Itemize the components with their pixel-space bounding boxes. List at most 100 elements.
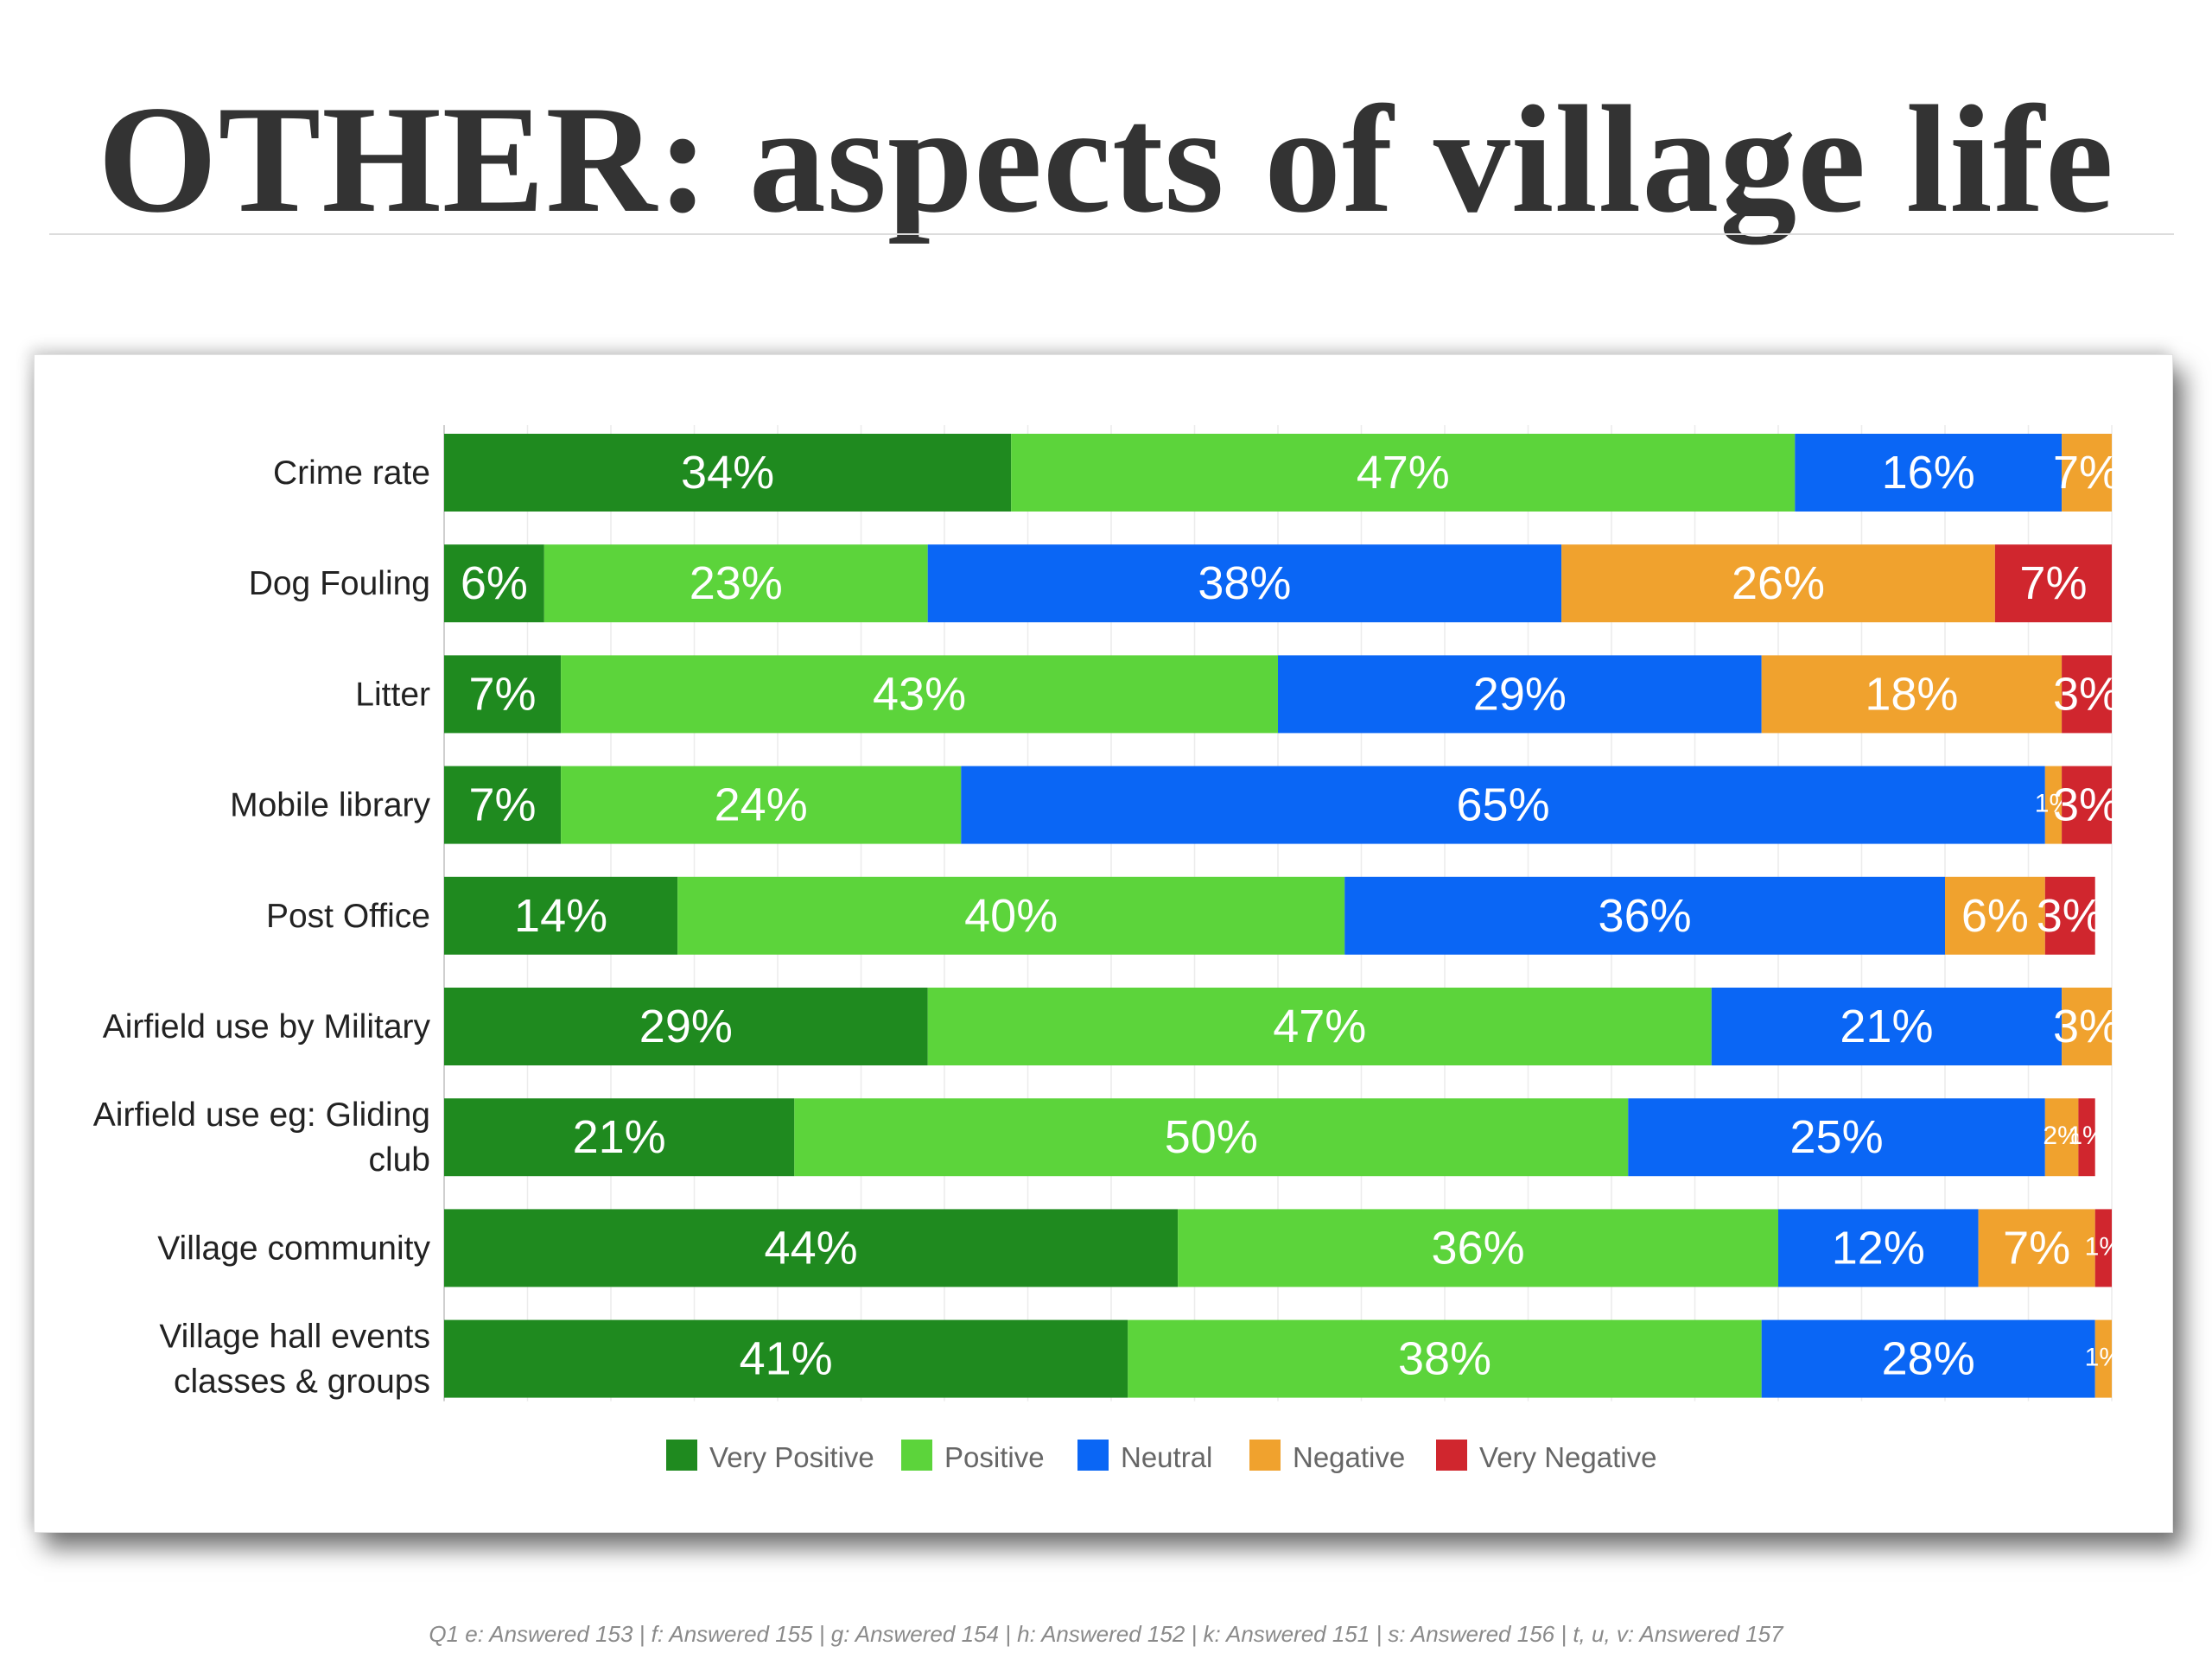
data-label: 1% [2085,1232,2122,1261]
bar-negative [1761,655,2063,734]
data-label: 18% [1865,668,1958,720]
bar-neutral [1344,876,1945,955]
legend-swatch [666,1440,697,1471]
data-label: 50% [1165,1111,1258,1163]
data-label: 16% [1882,447,1975,499]
legend-label: Very Negative [1479,1441,1656,1473]
bar-very-negative [1994,544,2112,623]
bar-positive [561,655,1278,734]
bar-positive [794,1098,1629,1177]
bar-very-negative [2062,655,2112,734]
category-label: Airfield use by Military [103,1008,431,1046]
bar-positive [1178,1209,1778,1287]
data-label: 47% [1273,1001,1366,1052]
data-label: 3% [2053,779,2120,831]
data-label: 44% [765,1222,858,1274]
slide-title: OTHER: aspects of village life [98,73,2114,245]
data-label: 2% [2043,1122,2080,1150]
data-label: 38% [1198,557,1291,609]
bar-very-negative [2094,1209,2112,1287]
data-label: 7% [2003,1222,2070,1274]
legend-swatch [1077,1440,1109,1471]
bar-positive [1011,434,1796,512]
category-label: Village hall events classes & groups [159,1319,430,1401]
bar-positive [561,766,962,844]
legend-swatch [1249,1440,1281,1471]
bar-neutral [1711,988,2063,1065]
data-label: 3% [2037,890,2104,942]
legend-label: Neutral [1121,1441,1212,1473]
legend-label: Very Positive [709,1441,874,1473]
bar-very-positive [444,1319,1128,1398]
legend-item-very-negative: Very Negative [1436,1440,1656,1473]
data-label: 40% [964,890,1058,942]
bar-neutral [1795,434,2063,512]
data-label: 7% [2053,447,2120,499]
legend-item-negative: Negative [1249,1440,1405,1473]
data-label: 43% [873,668,966,720]
bar-negative [2044,1098,2079,1177]
data-label: 47% [1357,447,1450,499]
data-label: 6% [461,557,528,609]
legend-label: Negative [1293,1441,1405,1473]
data-label: 26% [1732,557,1825,609]
data-label: 12% [1832,1222,1925,1274]
chart-card: Crime rate Dog Fouling Litter Mobile librar… [34,354,2173,1533]
data-label: 7% [469,668,537,720]
bar-very-positive [444,876,678,955]
bar-very-negative [2062,766,2112,844]
data-label: 41% [740,1333,833,1385]
category-label: Crime rate [273,454,430,492]
legend-swatch [1436,1440,1467,1471]
bar-negative [1945,876,2045,955]
bar-neutral [1278,655,1762,734]
bar-very-positive [444,766,562,844]
data-label: 36% [1599,890,1692,942]
bar-very-negative [2044,876,2095,955]
bar-very-positive [444,988,928,1065]
data-label: 25% [1790,1111,1884,1163]
data-label: 7% [469,779,537,831]
bar-positive [543,544,928,623]
category-label: Airfield use eg: Gliding club [93,1096,430,1179]
bar-very-positive [444,1098,795,1177]
bar-neutral [961,766,2045,844]
data-label: 1% [2085,1344,2122,1372]
data-label: 36% [1432,1222,1525,1274]
data-label: 34% [681,447,774,499]
data-label: 23% [690,557,783,609]
bar-positive [677,876,1345,955]
legend-label: Positive [944,1441,1045,1473]
category-label: Post Office [266,898,430,935]
bar-negative [1561,544,1995,623]
bar-negative [2044,766,2063,844]
category-label: Litter [355,676,430,713]
data-label: 6% [1961,890,2029,942]
title-divider [49,233,2174,235]
legend-item-neutral: Neutral [1077,1440,1212,1473]
data-label: 14% [514,890,607,942]
category-label: Mobile library [230,787,430,824]
bar-negative [1978,1209,2095,1287]
data-label: 29% [1473,668,1567,720]
data-label: 21% [573,1111,666,1163]
legend-swatch [901,1440,932,1471]
bar-negative [2094,1319,2112,1398]
bar-very-negative [2078,1098,2095,1177]
category-label: Dog Fouling [249,565,430,602]
bar-negative [2062,988,2112,1065]
data-label: 3% [2053,1001,2120,1052]
bar-neutral [927,544,1562,623]
data-label: 1% [2068,1122,2105,1150]
bar-neutral [1628,1098,2045,1177]
bar-positive [927,988,1712,1065]
data-label: 28% [1882,1333,1975,1385]
bar-neutral [1761,1319,2095,1398]
data-label: 29% [639,1001,733,1052]
bar-negative [2062,434,2112,512]
data-label: 24% [715,779,808,831]
bar-very-positive [444,544,544,623]
stacked-bar-chart: Crime rate Dog Fouling Litter Mobile librar… [93,425,2122,1473]
bar-very-positive [444,655,562,734]
bar-very-positive [444,434,1012,512]
